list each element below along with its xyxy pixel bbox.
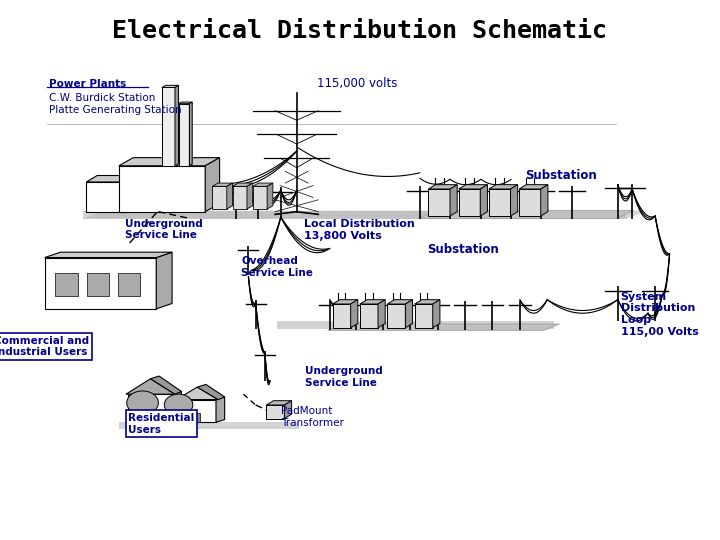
Polygon shape <box>55 273 78 296</box>
Text: PadMount
Transformer: PadMount Transformer <box>281 406 343 428</box>
Polygon shape <box>162 85 179 87</box>
Polygon shape <box>267 183 273 209</box>
Polygon shape <box>418 211 634 219</box>
Polygon shape <box>156 252 172 309</box>
Polygon shape <box>119 166 205 212</box>
Polygon shape <box>510 185 518 216</box>
Polygon shape <box>266 405 284 418</box>
Text: Electrical Distribution Schematic: Electrical Distribution Schematic <box>112 19 608 43</box>
Polygon shape <box>197 384 225 400</box>
Polygon shape <box>433 300 440 328</box>
Polygon shape <box>333 300 358 304</box>
Polygon shape <box>360 304 378 328</box>
Polygon shape <box>150 376 181 394</box>
Polygon shape <box>173 392 181 422</box>
Polygon shape <box>253 183 273 186</box>
Text: Underground
Service Line: Underground Service Line <box>125 219 203 240</box>
Text: Commercial and
Industrial Users: Commercial and Industrial Users <box>0 336 89 357</box>
Text: Substation: Substation <box>427 243 499 256</box>
Text: 115,000 volts: 115,000 volts <box>317 77 397 90</box>
Polygon shape <box>405 300 413 328</box>
Polygon shape <box>333 304 351 328</box>
Polygon shape <box>489 185 518 189</box>
Text: Substation: Substation <box>526 169 598 182</box>
Polygon shape <box>253 186 267 209</box>
Text: Overhead
Service Line: Overhead Service Line <box>241 256 313 278</box>
Polygon shape <box>360 300 385 304</box>
Polygon shape <box>45 258 156 309</box>
Polygon shape <box>387 300 413 304</box>
Polygon shape <box>45 252 172 258</box>
Circle shape <box>164 394 193 415</box>
Polygon shape <box>86 176 137 182</box>
Polygon shape <box>351 300 358 328</box>
Polygon shape <box>459 189 480 216</box>
Polygon shape <box>86 273 109 296</box>
Polygon shape <box>387 304 405 328</box>
Polygon shape <box>233 183 253 186</box>
Polygon shape <box>189 102 192 166</box>
Polygon shape <box>227 183 233 209</box>
Polygon shape <box>284 401 292 418</box>
Polygon shape <box>179 104 189 166</box>
Polygon shape <box>328 324 559 330</box>
Text: Local Distribution
13,800 Volts: Local Distribution 13,800 Volts <box>304 219 415 241</box>
Polygon shape <box>86 182 126 212</box>
Polygon shape <box>83 211 626 219</box>
Polygon shape <box>216 397 225 422</box>
Text: Power Plants: Power Plants <box>49 79 126 89</box>
Text: Platte Generating Station: Platte Generating Station <box>49 105 181 115</box>
Polygon shape <box>193 413 200 422</box>
Polygon shape <box>415 300 440 304</box>
Polygon shape <box>179 400 216 422</box>
Polygon shape <box>450 185 457 216</box>
Polygon shape <box>519 189 541 216</box>
Polygon shape <box>489 189 510 216</box>
Polygon shape <box>118 273 140 296</box>
Text: System
Distribution
Loop
115,00 Volts: System Distribution Loop 115,00 Volts <box>621 292 698 336</box>
Polygon shape <box>480 185 487 216</box>
Polygon shape <box>145 410 154 422</box>
Polygon shape <box>212 183 233 186</box>
Text: Residential
Users: Residential Users <box>128 413 194 435</box>
Polygon shape <box>378 300 385 328</box>
Polygon shape <box>179 102 192 104</box>
Polygon shape <box>126 176 137 212</box>
Polygon shape <box>541 185 548 216</box>
Polygon shape <box>519 185 548 189</box>
Text: Underground
Service Line: Underground Service Line <box>305 366 383 388</box>
Polygon shape <box>247 183 253 209</box>
Polygon shape <box>205 158 220 212</box>
Text: C.W. Burdick Station: C.W. Burdick Station <box>49 93 156 103</box>
Polygon shape <box>212 186 227 209</box>
Polygon shape <box>415 304 433 328</box>
Polygon shape <box>176 387 218 400</box>
Polygon shape <box>428 189 450 216</box>
Polygon shape <box>119 422 299 429</box>
Polygon shape <box>126 379 175 394</box>
Polygon shape <box>266 401 292 405</box>
Polygon shape <box>162 87 175 166</box>
Polygon shape <box>128 394 173 422</box>
Polygon shape <box>175 85 179 166</box>
Polygon shape <box>277 321 554 329</box>
Polygon shape <box>428 185 457 189</box>
Polygon shape <box>233 186 247 209</box>
Circle shape <box>127 391 158 415</box>
Polygon shape <box>119 158 220 166</box>
Polygon shape <box>459 185 487 189</box>
Polygon shape <box>83 211 648 219</box>
